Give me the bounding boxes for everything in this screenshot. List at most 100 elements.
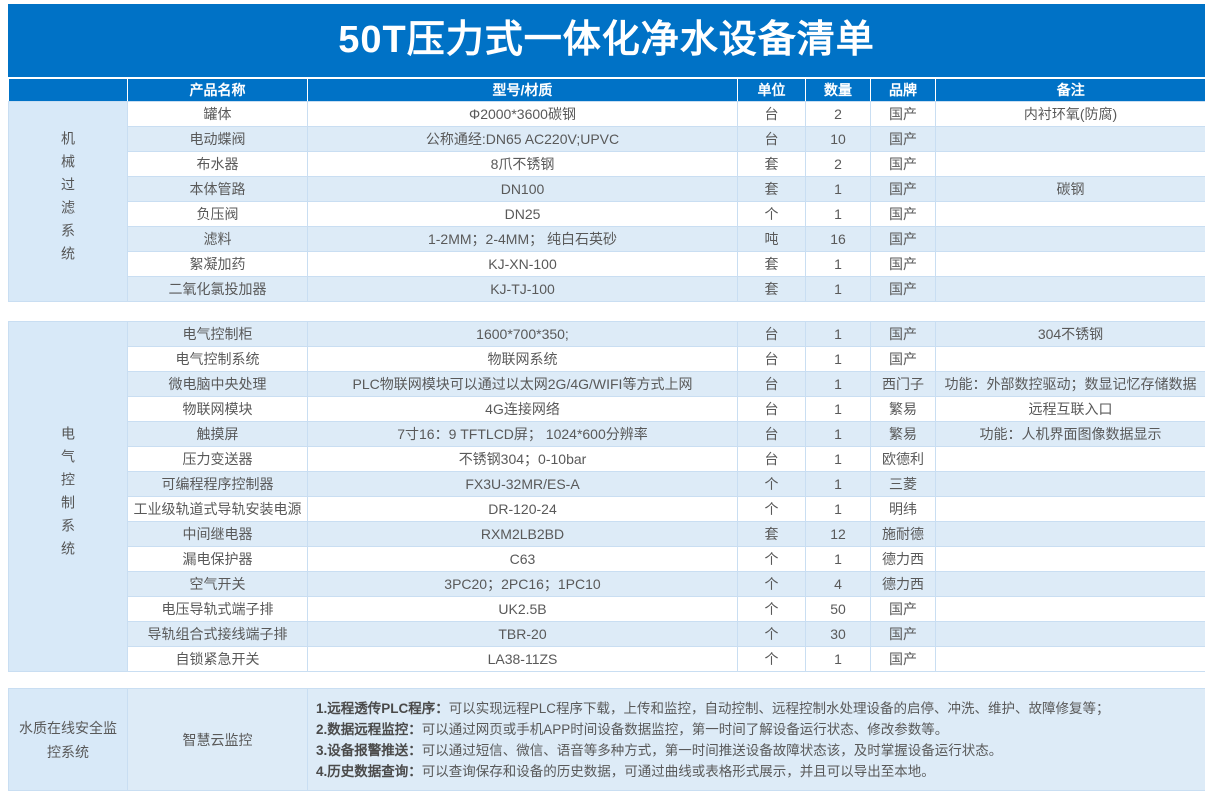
note-cell: 碳钢 [936,177,1205,202]
model-cell: 7寸16：9 TFTLCD屏； 1024*600分辨率 [308,422,738,447]
brand-cell: 明纬 [871,497,936,522]
column-header-model: 型号/材质 [308,79,738,102]
unit-cell: 个 [738,547,806,572]
brand-cell: 国产 [871,597,936,622]
unit-cell: 套 [738,522,806,547]
product-name-cell: 智慧云监控 [128,689,308,791]
qty-cell: 1 [806,252,871,277]
model-cell: DN100 [308,177,738,202]
note-cell [936,472,1205,497]
unit-cell: 台 [738,347,806,372]
unit-cell: 台 [738,127,806,152]
note-cell [936,127,1205,152]
unit-cell: 个 [738,472,806,497]
brand-cell: 国产 [871,177,936,202]
monitor-features-cell: 1.远程透传PLC程序：可以实现远程PLC程序下载，上传和监控，自动控制、远程控… [308,689,1205,791]
feature-line: 3.设备报警推送：可以通过短信、微信、语音等多种方式，第一时间推送设备故障状态该… [316,740,1197,761]
qty-cell: 1 [806,447,871,472]
group-label-text: 电气控制系统 [58,426,78,564]
qty-cell: 1 [806,472,871,497]
note-cell [936,227,1205,252]
column-header-notes: 备注 [936,79,1205,102]
unit-cell: 个 [738,572,806,597]
brand-cell: 国产 [871,252,936,277]
model-cell: DN25 [308,202,738,227]
brand-cell: 国产 [871,647,936,672]
unit-cell: 个 [738,202,806,227]
feature-line: 4.历史数据查询：可以查询保存和设备的历史数据，可通过曲线或表格形式展示，并且可… [316,761,1197,782]
note-cell [936,252,1205,277]
product-name-cell: 工业级轨道式导轨安装电源 [128,497,308,522]
brand-cell: 国产 [871,127,936,152]
product-name-cell: 罐体 [128,102,308,127]
qty-cell: 1 [806,397,871,422]
product-name-cell: 触摸屏 [128,422,308,447]
section-gap [9,302,1205,322]
note-cell [936,152,1205,177]
model-cell: 1-2MM；2-4MM； 纯白石英砂 [308,227,738,252]
unit-cell: 台 [738,322,806,347]
product-name-cell: 压力变送器 [128,447,308,472]
unit-cell: 台 [738,422,806,447]
note-cell [936,447,1205,472]
column-header-quantity: 数量 [806,79,871,102]
section-gap [9,672,1205,689]
note-cell: 功能：人机界面图像数据显示 [936,422,1205,447]
brand-cell: 西门子 [871,372,936,397]
column-header-unit: 单位 [738,79,806,102]
column-header-group [9,79,128,102]
brand-cell: 国产 [871,202,936,227]
qty-cell: 1 [806,347,871,372]
unit-cell: 个 [738,497,806,522]
model-cell: 3PC20；2PC16；1PC10 [308,572,738,597]
note-cell [936,597,1205,622]
model-cell: 物联网系统 [308,347,738,372]
column-header-product-name: 产品名称 [128,79,308,102]
model-cell: RXM2LB2BD [308,522,738,547]
note-cell [936,647,1205,672]
qty-cell: 16 [806,227,871,252]
unit-cell: 个 [738,597,806,622]
brand-cell: 德力西 [871,572,936,597]
brand-cell: 繁易 [871,422,936,447]
product-name-cell: 二氧化氯投加器 [128,277,308,302]
brand-cell: 国产 [871,152,936,177]
group-label-monitoring: 水质在线安全监控系统 [9,689,128,791]
unit-cell: 套 [738,252,806,277]
brand-cell: 德力西 [871,547,936,572]
model-cell: 公称通经:DN65 AC220V;UPVC [308,127,738,152]
note-cell: 304不锈钢 [936,322,1205,347]
brand-cell: 国产 [871,102,936,127]
product-name-cell: 空气开关 [128,572,308,597]
note-cell [936,202,1205,227]
qty-cell: 1 [806,177,871,202]
qty-cell: 12 [806,522,871,547]
feature-line: 2.数据远程监控：可以通过网页或手机APP时间设备数据监控，第一时间了解设备运行… [316,719,1197,740]
unit-cell: 套 [738,177,806,202]
group-label-electrical: 电气控制系统 [9,322,128,672]
product-name-cell: 电动蝶阀 [128,127,308,152]
column-header-brand: 品牌 [871,79,936,102]
model-cell: C63 [308,547,738,572]
product-name-cell: 中间继电器 [128,522,308,547]
header-row: 产品名称 型号/材质 单位 数量 品牌 备注 [9,79,1205,102]
unit-cell: 吨 [738,227,806,252]
brand-cell: 欧德利 [871,447,936,472]
product-name-cell: 微电脑中央处理 [128,372,308,397]
product-name-cell: 滤料 [128,227,308,252]
qty-cell: 1 [806,547,871,572]
